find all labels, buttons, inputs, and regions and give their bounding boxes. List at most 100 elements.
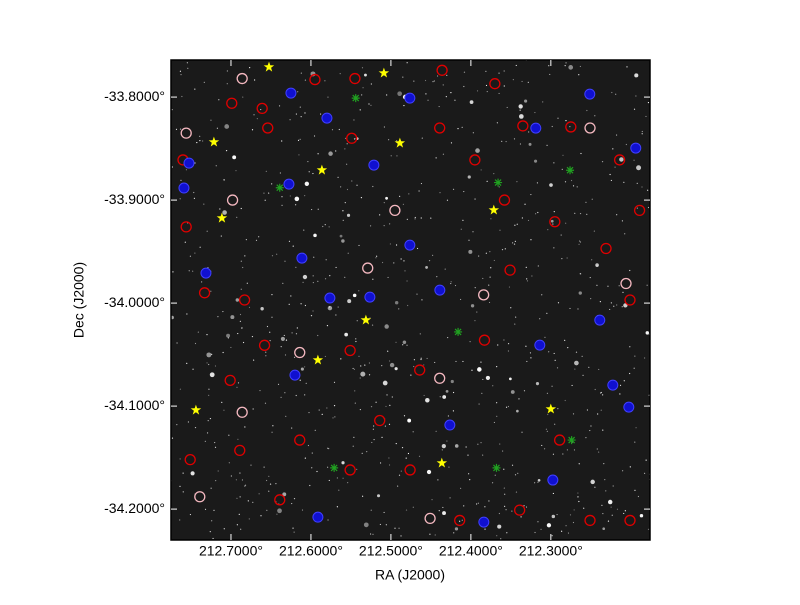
field-star (577, 496, 579, 498)
field-star (561, 258, 563, 260)
field-star (237, 382, 240, 384)
field-star (442, 395, 447, 399)
field-star (194, 162, 196, 164)
field-star (282, 282, 284, 284)
field-star (312, 172, 314, 175)
field-star (353, 119, 355, 121)
field-star (352, 367, 354, 370)
field-star (353, 368, 355, 370)
field-star (376, 255, 378, 257)
field-star (512, 242, 514, 244)
source-ring (258, 339, 271, 351)
field-star (439, 192, 441, 194)
field-star (328, 151, 333, 156)
field-star (618, 285, 620, 287)
field-star (187, 421, 190, 423)
field-star (171, 109, 173, 111)
field-star (340, 186, 342, 188)
field-star (579, 241, 582, 243)
field-star (432, 81, 434, 83)
field-star (556, 367, 559, 369)
field-star (507, 405, 510, 408)
field-star (446, 74, 448, 76)
field-star (518, 114, 524, 119)
field-star (442, 84, 444, 86)
field-star (503, 70, 505, 72)
field-star (530, 357, 532, 359)
field-star (488, 284, 490, 286)
field-star (442, 506, 444, 509)
source-ring (346, 132, 358, 144)
field-star (594, 388, 596, 391)
field-star (480, 442, 482, 444)
field-star (623, 380, 625, 382)
field-star (423, 394, 425, 397)
field-star (406, 344, 408, 346)
field-star (239, 320, 241, 322)
field-star (641, 133, 643, 135)
field-star (565, 525, 567, 527)
field-star (219, 208, 221, 210)
field-star (406, 62, 408, 64)
field-star (240, 288, 242, 290)
field-star (601, 161, 604, 163)
source-ring (620, 277, 632, 290)
field-star (431, 499, 433, 501)
field-star (241, 327, 243, 329)
field-star (544, 336, 546, 338)
field-star (636, 182, 638, 184)
field-star (578, 291, 582, 295)
field-star (179, 388, 181, 390)
field-star (578, 500, 580, 503)
field-star (381, 261, 384, 264)
y-tick-label: -34.1000° (104, 397, 165, 413)
field-star (248, 518, 250, 520)
field-star (579, 273, 581, 275)
source-star (190, 404, 202, 415)
field-star (519, 109, 521, 111)
field-star (373, 438, 375, 441)
field-star (179, 519, 181, 521)
field-star (433, 80, 435, 82)
field-star (196, 141, 198, 144)
field-star (354, 390, 356, 392)
field-star (307, 444, 310, 447)
field-star (407, 304, 409, 307)
field-star (206, 333, 208, 336)
field-star (553, 211, 555, 213)
field-star (171, 437, 174, 439)
source-ring (565, 121, 577, 133)
field-star (317, 208, 319, 210)
field-star (615, 93, 617, 95)
field-star (485, 70, 487, 72)
field-star (327, 447, 329, 449)
field-star (480, 361, 482, 363)
field-star (228, 434, 230, 436)
field-star (278, 105, 281, 107)
source-ring (600, 242, 612, 255)
field-star (398, 308, 400, 310)
field-star (453, 532, 455, 534)
field-star (425, 93, 427, 95)
field-star (304, 195, 306, 197)
field-star (537, 211, 539, 214)
field-star (572, 185, 575, 187)
field-star (291, 502, 293, 505)
field-star (553, 247, 555, 249)
field-star (572, 521, 575, 524)
y-axis-label: Dec (J2000) (71, 262, 87, 338)
field-star (352, 445, 354, 447)
field-star (577, 492, 579, 494)
field-star (481, 392, 483, 394)
field-star (347, 252, 349, 254)
field-star (275, 483, 277, 485)
field-star (368, 362, 371, 364)
field-star (421, 137, 423, 139)
field-star (525, 345, 527, 347)
field-star (420, 182, 423, 185)
field-star (272, 425, 274, 427)
field-star (301, 509, 304, 511)
source-ring (404, 464, 416, 476)
field-star (564, 64, 566, 67)
field-star (184, 241, 186, 243)
